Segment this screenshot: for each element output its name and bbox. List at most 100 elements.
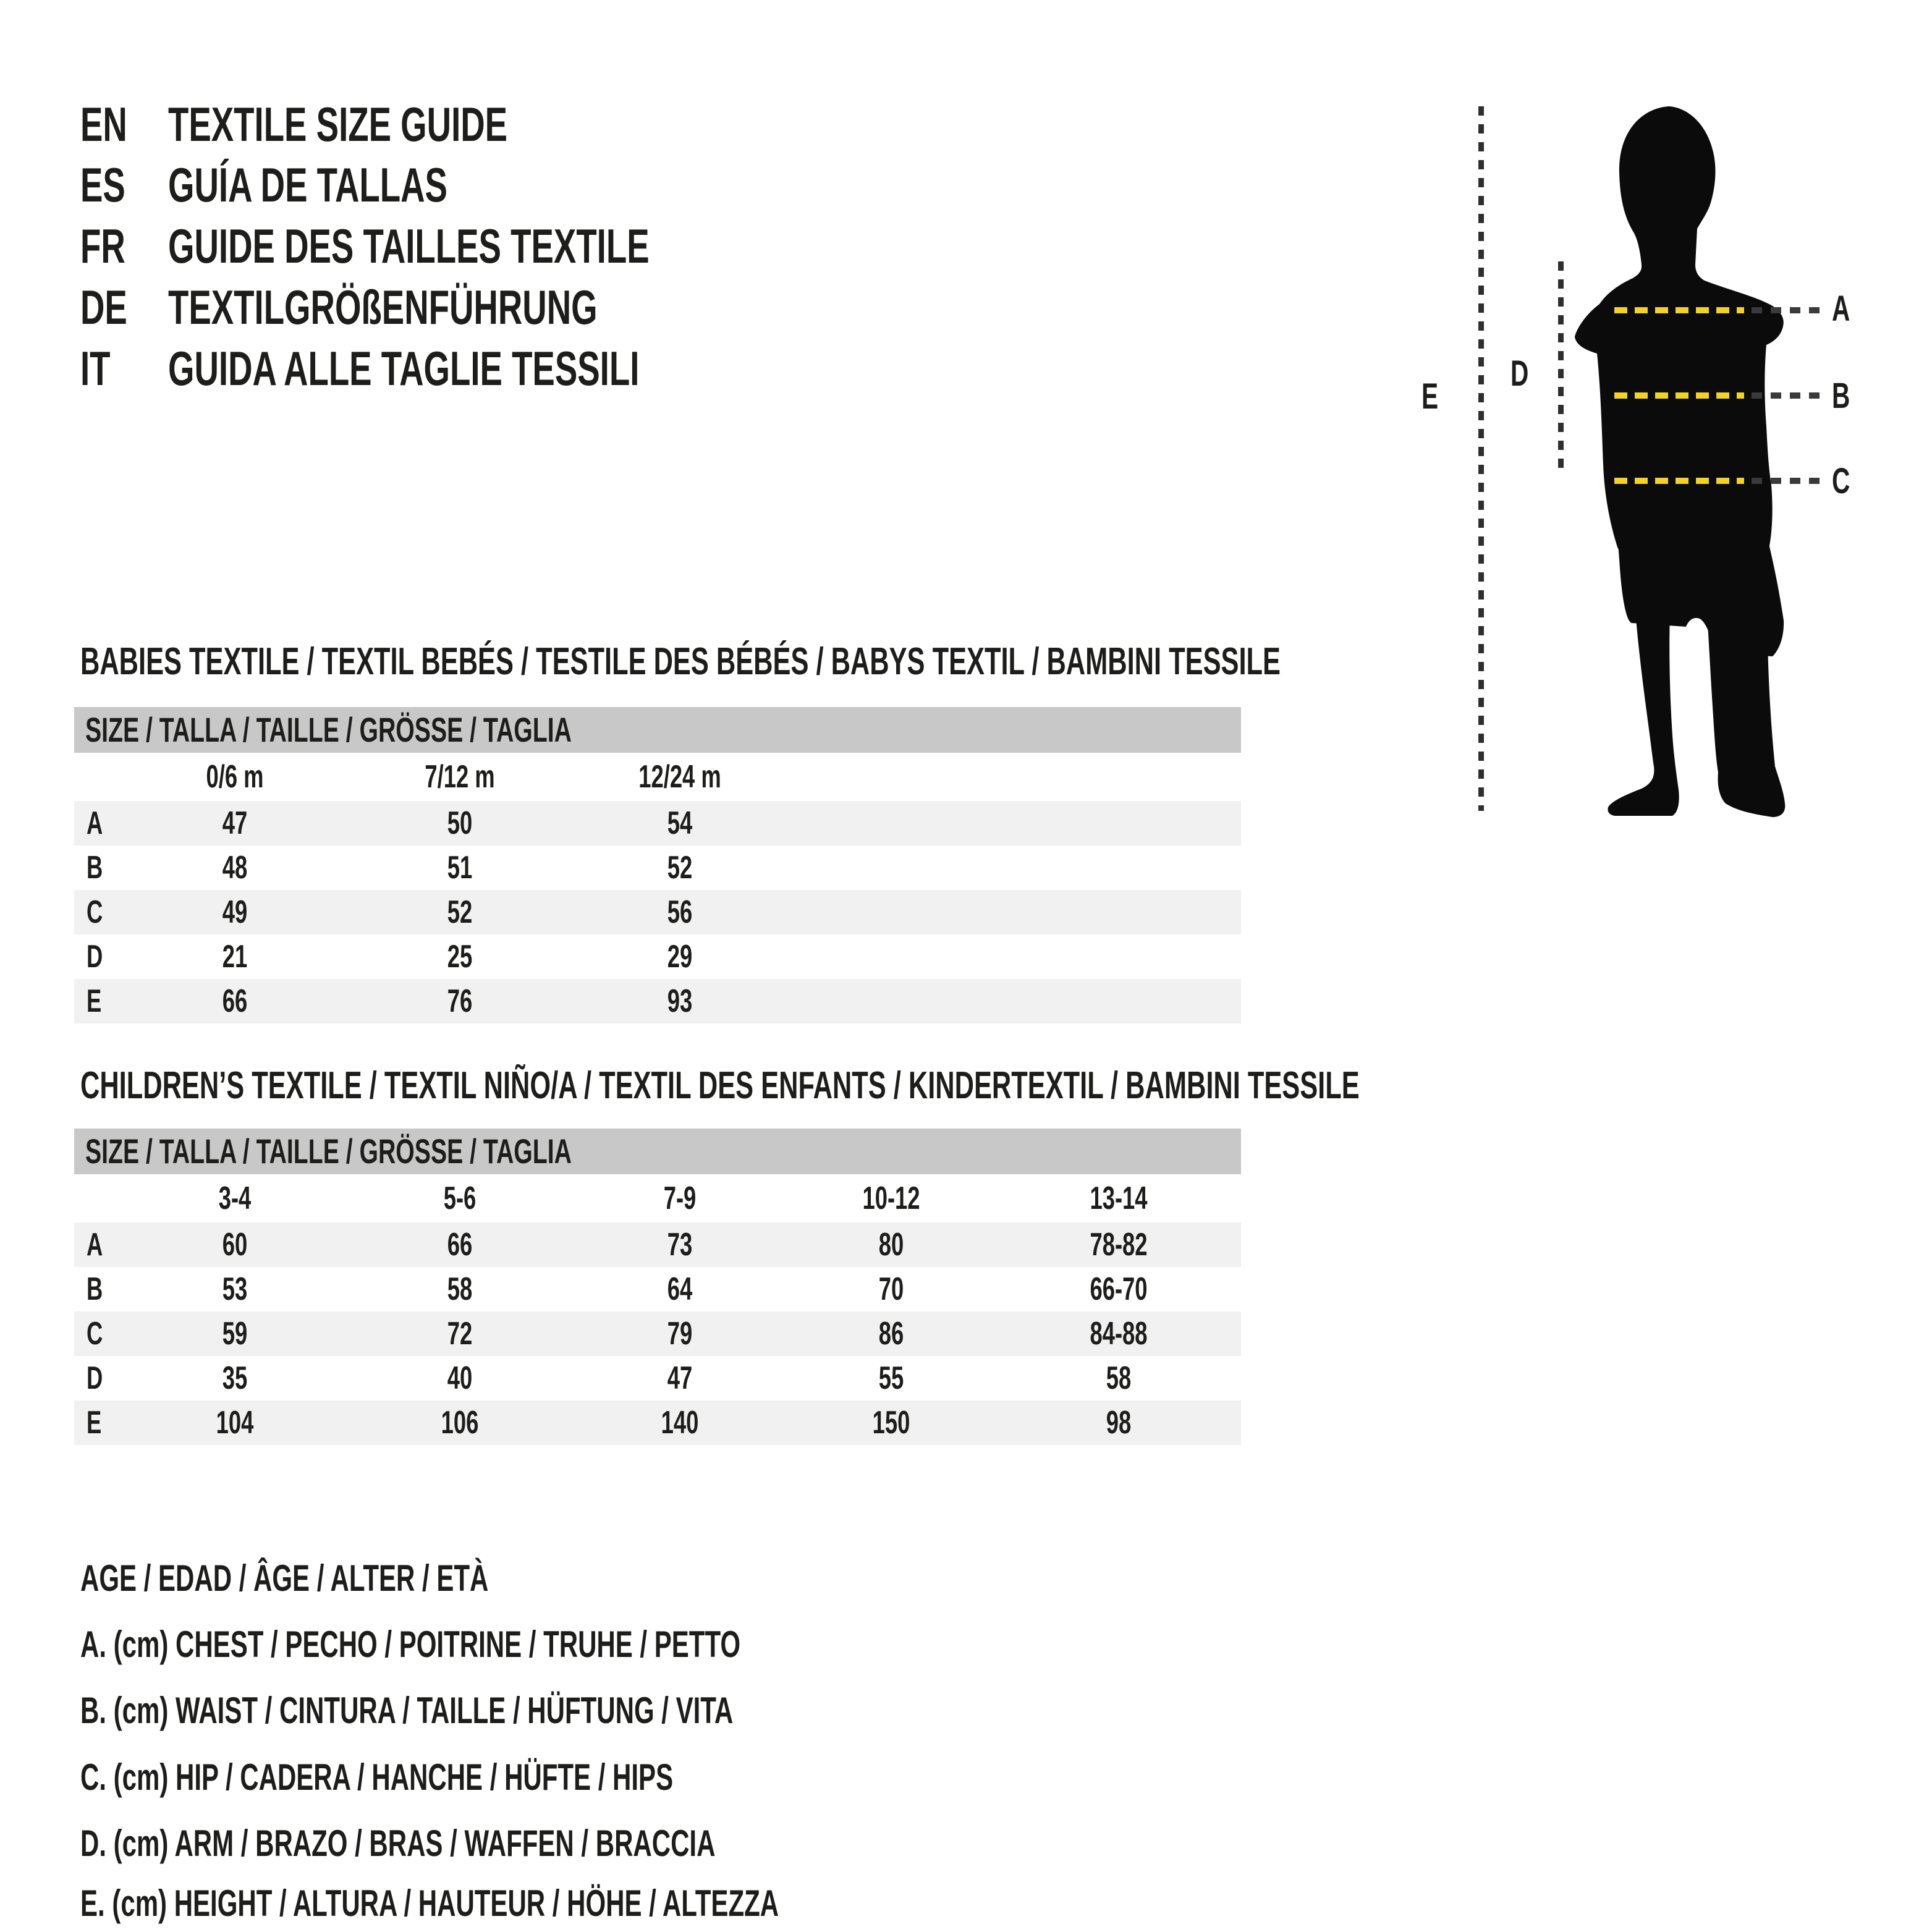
language-title: TEXTILE SIZE GUIDE — [168, 97, 508, 151]
legend-line-waist: B. (cm) WAIST / CINTURA / TAILLE / HÜFTU… — [80, 1690, 734, 1731]
cell-value: 48 — [222, 850, 248, 886]
cell-value: 66-70 — [1090, 1271, 1148, 1307]
cell-value: 40 — [447, 1360, 473, 1396]
language-code: IT — [80, 341, 111, 396]
language-code: DE — [80, 280, 127, 334]
table-row: A 60 66 73 80 78-82 — [74, 1222, 1241, 1267]
cell-value: 51 — [447, 850, 473, 886]
cell-value: 66 — [222, 983, 248, 1019]
table-row: C 49 52 56 — [74, 890, 1241, 934]
cell-value: 58 — [447, 1271, 473, 1307]
row-label: A — [87, 805, 103, 841]
column-header-row: 0/6 m 7/12 m 12/24 m — [74, 753, 1241, 801]
cell-value: 80 — [878, 1227, 904, 1263]
language-title: GUÍA DE TALLAS — [168, 158, 447, 212]
arm-line-d-icon — [1558, 261, 1564, 469]
table-header-bar: SIZE / TALLA / TAILLE / GRÖSSE / TAGLIA — [74, 707, 1241, 753]
cell-value: 104 — [216, 1405, 254, 1441]
waist-line-b-leader-icon — [1752, 392, 1824, 399]
cell-value: 56 — [667, 894, 693, 930]
table-row: E 66 76 93 — [74, 979, 1241, 1023]
language-title: GUIDA ALLE TAGLIE TESSILI — [168, 341, 640, 396]
size-table-babies: SIZE / TALLA / TAILLE / GRÖSSE / TAGLIA … — [74, 707, 1241, 1023]
waist-line-b-icon — [1614, 392, 1744, 399]
cell-value: 64 — [667, 1271, 693, 1307]
cell-value: 86 — [878, 1316, 904, 1352]
figure-label-e: E — [1421, 376, 1439, 417]
hip-line-c-icon — [1614, 478, 1744, 484]
language-code: ES — [80, 158, 125, 212]
cell-value: 106 — [441, 1405, 479, 1441]
column-header: 7/12 m — [425, 759, 495, 795]
table-row: B 48 51 52 — [74, 845, 1241, 890]
size-header-label: SIZE / TALLA / TAILLE / GRÖSSE / TAGLIA — [85, 710, 572, 749]
legend-line-arm: D. (cm) ARM / BRAZO / BRAS / WAFFEN / BR… — [80, 1823, 716, 1864]
language-title: GUIDE DES TAILLES TEXTILE — [168, 219, 650, 273]
table-row: B 53 58 64 70 66-70 — [74, 1267, 1241, 1311]
cell-value: 59 — [222, 1316, 248, 1352]
cell-value: 54 — [667, 805, 693, 841]
section-heading-children: CHILDREN’S TEXTILE / TEXTIL NIÑO/A / TEX… — [80, 1064, 1360, 1107]
table-row: D 35 40 47 55 58 — [74, 1356, 1241, 1400]
cell-value: 60 — [222, 1227, 248, 1263]
height-line-e-icon — [1478, 106, 1484, 811]
cell-value: 84-88 — [1090, 1316, 1148, 1352]
cell-value: 35 — [222, 1360, 248, 1396]
figure-label-a: A — [1832, 289, 1850, 329]
cell-value: 70 — [878, 1271, 904, 1307]
cell-value: 98 — [1106, 1405, 1132, 1441]
row-label: E — [87, 983, 102, 1019]
row-label: D — [87, 939, 103, 975]
column-header: 0/6 m — [206, 759, 264, 795]
row-label: D — [87, 1360, 103, 1396]
chest-line-a-leader-icon — [1752, 307, 1824, 313]
cell-value: 29 — [667, 939, 693, 975]
cell-value: 66 — [447, 1227, 473, 1263]
section-heading-babies: BABIES TEXTILE / TEXTIL BEBÉS / TESTILE … — [80, 640, 1281, 683]
cell-value: 55 — [878, 1360, 904, 1396]
cell-value: 78-82 — [1090, 1227, 1148, 1263]
cell-value: 79 — [667, 1316, 693, 1352]
cell-value: 73 — [667, 1227, 693, 1263]
column-header: 10-12 — [862, 1180, 920, 1216]
legend-line-age: AGE / EDAD / ÂGE / ALTER / ETÀ — [80, 1557, 489, 1599]
row-label: B — [87, 850, 103, 886]
size-table-children: SIZE / TALLA / TAILLE / GRÖSSE / TAGLIA … — [74, 1129, 1241, 1445]
row-label: C — [87, 1316, 103, 1352]
cell-value: 72 — [447, 1316, 473, 1352]
column-header: 5-6 — [443, 1180, 477, 1216]
cell-value: 21 — [222, 939, 248, 975]
row-label: A — [87, 1227, 103, 1263]
column-header: 7-9 — [663, 1180, 697, 1216]
cell-value: 25 — [447, 939, 473, 975]
row-label: B — [87, 1271, 103, 1307]
cell-value: 150 — [872, 1405, 910, 1441]
cell-value: 50 — [447, 805, 473, 841]
language-code: FR — [80, 219, 125, 273]
row-label: E — [87, 1405, 102, 1441]
column-header: 12/24 m — [638, 759, 721, 795]
column-header-row: 3-4 5-6 7-9 10-12 13-14 — [74, 1174, 1241, 1222]
figure-label-d: D — [1510, 354, 1529, 394]
row-label: C — [87, 894, 103, 930]
cell-value: 53 — [222, 1271, 248, 1307]
figure-label-b: B — [1832, 376, 1850, 416]
legend-line-height: E. (cm) HEIGHT / ALTURA / HAUTEUR / HÖHE… — [80, 1883, 779, 1924]
cell-value: 52 — [447, 894, 473, 930]
language-title: TEXTILGRÖßENFÜHRUNG — [168, 280, 598, 334]
hip-line-c-leader-icon — [1752, 478, 1824, 484]
child-silhouette-icon — [1575, 106, 1786, 817]
table-header-bar: SIZE / TALLA / TAILLE / GRÖSSE / TAGLIA — [74, 1129, 1241, 1174]
cell-value: 49 — [222, 894, 248, 930]
cell-value: 76 — [447, 983, 473, 1019]
cell-value: 140 — [661, 1405, 699, 1441]
language-code: EN — [80, 97, 127, 151]
column-header: 3-4 — [218, 1180, 252, 1216]
size-header-label: SIZE / TALLA / TAILLE / GRÖSSE / TAGLIA — [85, 1132, 572, 1171]
column-header: 13-14 — [1090, 1180, 1148, 1216]
legend-line-hip: C. (cm) HIP / CADERA / HANCHE / HÜFTE / … — [80, 1756, 674, 1798]
cell-value: 47 — [667, 1360, 693, 1396]
cell-value: 58 — [1106, 1360, 1132, 1396]
cell-value: 52 — [667, 850, 693, 886]
